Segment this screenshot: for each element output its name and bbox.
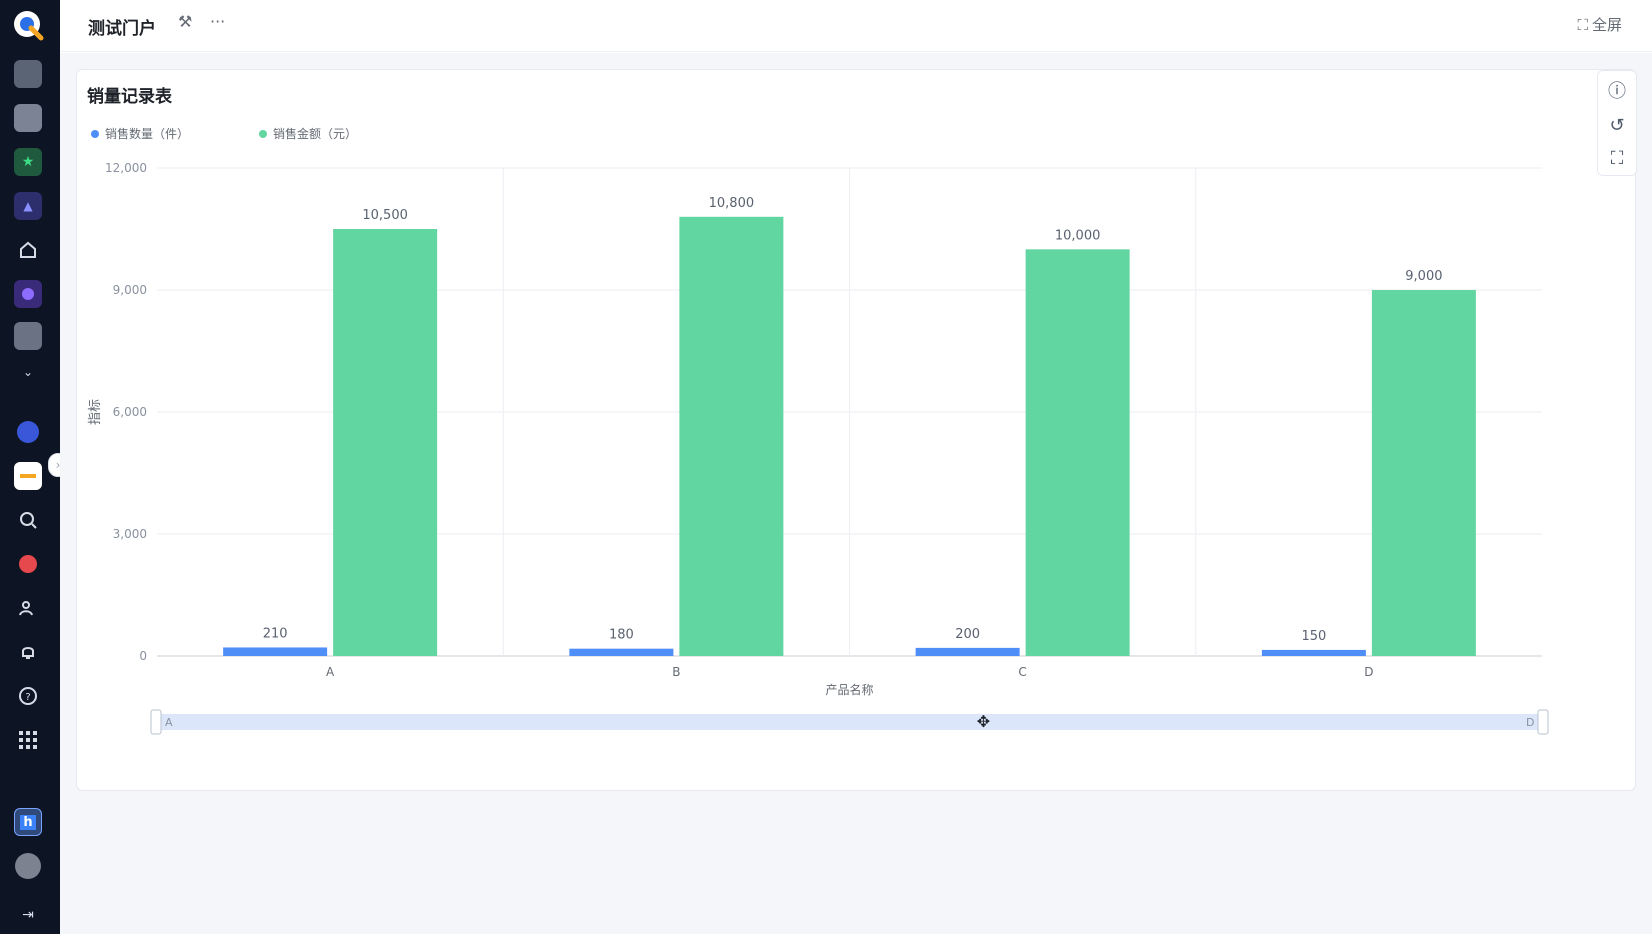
bar-chart: 0 3,000 6,000 9,000 12,000 指标 210 10,500 A 180 10,… xyxy=(88,161,1549,735)
wrench-icon[interactable]: ⚒ xyxy=(178,12,193,31)
bar xyxy=(915,647,1020,656)
y-tick-label: 9,000 xyxy=(113,283,147,297)
fullscreen-label: 全屏 xyxy=(1591,16,1622,34)
y-axis-label: 指标 xyxy=(88,399,103,425)
home-icon[interactable] xyxy=(14,236,42,264)
x-tick-label: C xyxy=(1018,665,1026,679)
legend: 销售数量（件） 销售金额（元） xyxy=(91,125,357,142)
app-h[interactable]: h xyxy=(14,808,42,836)
chevron-right-icon: › xyxy=(55,458,61,472)
data-label: 10,800 xyxy=(709,196,755,211)
bar xyxy=(679,216,784,657)
app-star[interactable]: ★ xyxy=(14,148,42,176)
avatar[interactable] xyxy=(14,852,42,880)
chart-icon: ▲ xyxy=(23,199,33,213)
legend-dot-quantity xyxy=(91,129,99,138)
range-slider-handle-end xyxy=(1537,709,1549,735)
sidebar: ★ ▲ ⌄ ? h ⇥ xyxy=(0,0,68,934)
bar xyxy=(333,229,438,656)
portal-title: 测试门户 xyxy=(88,19,156,39)
x-tick-label: B xyxy=(672,665,680,679)
bar xyxy=(223,647,328,656)
bar xyxy=(569,648,674,656)
data-label: 9,000 xyxy=(1405,269,1442,284)
legend-label-quantity: 销售数量（件） xyxy=(105,127,190,141)
legend-label-amount: 销售金额（元） xyxy=(273,127,358,141)
app-blue-circle[interactable] xyxy=(14,418,42,446)
data-label: 200 xyxy=(955,627,980,642)
y-tick-label: 6,000 xyxy=(113,405,147,419)
expand-icon[interactable]: ⇥ xyxy=(22,907,34,923)
app-doc[interactable] xyxy=(14,462,42,490)
data-label: 150 xyxy=(1301,629,1326,644)
expand-chart-icon[interactable]: ⛶ xyxy=(1610,148,1624,169)
svg-text:?: ? xyxy=(25,692,30,703)
range-slider-handle-start xyxy=(150,709,162,735)
app-red[interactable] xyxy=(14,550,42,578)
legend-item-amount[interactable]: 销售金额（元） xyxy=(259,125,357,142)
data-label: 10,000 xyxy=(1055,228,1101,243)
range-slider-track xyxy=(157,714,1542,730)
card-title: 销量记录表 xyxy=(87,87,172,107)
red-circle-icon xyxy=(19,555,37,573)
search-icon[interactable] xyxy=(14,506,42,534)
apps-grid-icon[interactable] xyxy=(14,726,42,754)
chart-card: 销量记录表 销售数量（件） 销售金额（元） ⓘ ↺ ⛶ 0 3,000 6,000 9… xyxy=(76,69,1637,791)
legend-dot-amount xyxy=(259,129,268,138)
bar xyxy=(1261,649,1366,656)
topbar: 测试门户 ⚒ ··· ⛶ 全屏 xyxy=(60,0,1652,52)
info-icon[interactable]: ⓘ xyxy=(1608,81,1626,102)
data-label: 180 xyxy=(609,628,634,643)
circle-icon xyxy=(22,288,34,300)
card-toolbar: ⓘ ↺ ⛶ xyxy=(1597,70,1637,176)
fullscreen-button[interactable]: ⛶ 全屏 xyxy=(1577,14,1622,35)
bell-icon[interactable] xyxy=(14,638,42,666)
bar xyxy=(1371,290,1476,656)
chevron-down-icon[interactable]: ⌄ xyxy=(22,365,34,379)
y-tick-label: 0 xyxy=(139,649,147,663)
data-label: 10,500 xyxy=(362,208,408,223)
doc-icon xyxy=(20,474,36,478)
bar xyxy=(1025,249,1130,656)
app-chart[interactable]: ▲ xyxy=(14,192,42,220)
logo-icon xyxy=(14,11,44,41)
x-tick-label: D xyxy=(1364,665,1373,679)
app-3[interactable] xyxy=(14,322,42,350)
range-slider-end-label: D xyxy=(1526,716,1534,729)
app-logo[interactable] xyxy=(11,8,45,42)
help-icon[interactable]: ? xyxy=(14,682,42,710)
refresh-icon[interactable]: ↺ xyxy=(1609,115,1625,136)
blue-circle-icon xyxy=(17,421,39,443)
app-2[interactable] xyxy=(14,104,42,132)
star-icon: ★ xyxy=(21,154,35,170)
y-tick-label: 3,000 xyxy=(113,527,147,541)
x-axis-label: 产品名称 xyxy=(825,682,873,697)
users-icon[interactable] xyxy=(14,594,42,622)
data-label: 210 xyxy=(263,626,288,641)
app-purple[interactable] xyxy=(14,280,42,308)
move-cursor-icon: ✥ xyxy=(977,712,990,731)
avatar-icon xyxy=(15,853,41,879)
range-slider-start-label: A xyxy=(165,716,173,729)
more-icon[interactable]: ··· xyxy=(210,12,226,31)
x-tick-label: A xyxy=(326,665,335,679)
app-1[interactable] xyxy=(14,60,42,88)
h-icon: h xyxy=(20,814,36,830)
content-area: 销量记录表 销售数量（件） 销售金额（元） ⓘ ↺ ⛶ 0 3,000 6,000 9… xyxy=(60,53,1652,934)
legend-item-quantity[interactable]: 销售数量（件） xyxy=(91,125,189,142)
fullscreen-icon: ⛶ xyxy=(1577,15,1588,34)
y-tick-label: 12,000 xyxy=(105,161,147,175)
